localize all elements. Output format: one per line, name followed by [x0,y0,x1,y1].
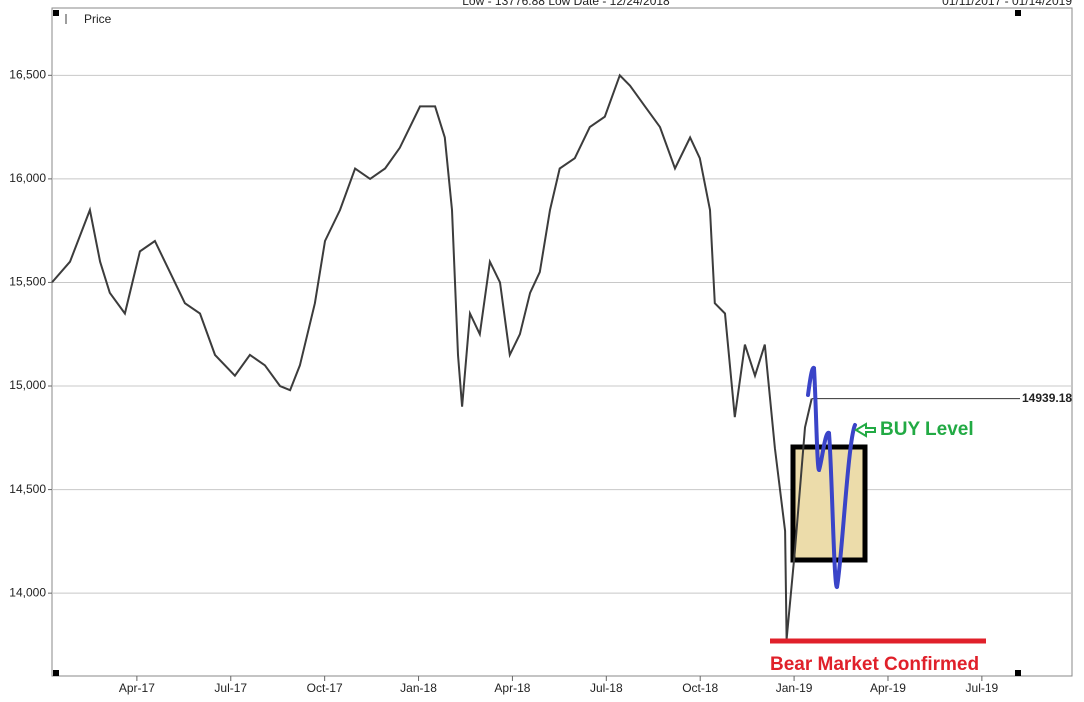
y-tick-label: 15,000 [9,378,46,392]
x-tick-label: Jul-18 [590,681,623,695]
x-tick-label: Apr-19 [870,681,906,695]
corner-marker [1015,10,1021,16]
y-tick-label: 16,000 [9,171,46,185]
x-tick-label: Jan-18 [400,681,437,695]
x-tick-label: Oct-18 [682,681,718,695]
x-tick-label: Oct-17 [307,681,343,695]
y-tick-label: 14,500 [9,482,46,496]
buy-label: BUY Level [880,419,974,440]
buy-arrow [854,422,876,438]
x-tick-label: Jul-17 [214,681,247,695]
grid: 14,000 14,500 15,000 15,500 16,000 16,500 Apr-… [9,67,1072,695]
drawn-projection [806,365,857,590]
y-tick-label: 15,500 [9,275,46,289]
y-tick-label: 14,000 [9,585,46,599]
corner-marker [53,670,59,676]
x-tick-label: Jan-19 [776,681,813,695]
x-tick-label: Jul-19 [966,681,999,695]
legend-label: Price [84,12,112,26]
header-low: Low - 13776.88 Low Date - 12/24/2018 [462,0,670,8]
corner-marker [53,10,59,16]
price-line [51,73,813,640]
x-tick-label: Apr-18 [494,681,530,695]
corner-marker [1015,670,1021,676]
y-tick-label: 16,500 [9,67,46,81]
x-tick-label: Apr-17 [119,681,155,695]
last-value-label: 14939.18 [1022,391,1072,405]
header-range: 01/11/2017 - 01/14/2019 [942,0,1072,8]
plot: Price 14939.18 [51,12,1072,640]
plot-frame [51,7,1073,677]
bear-label: Bear Market Confirmed [770,654,979,675]
